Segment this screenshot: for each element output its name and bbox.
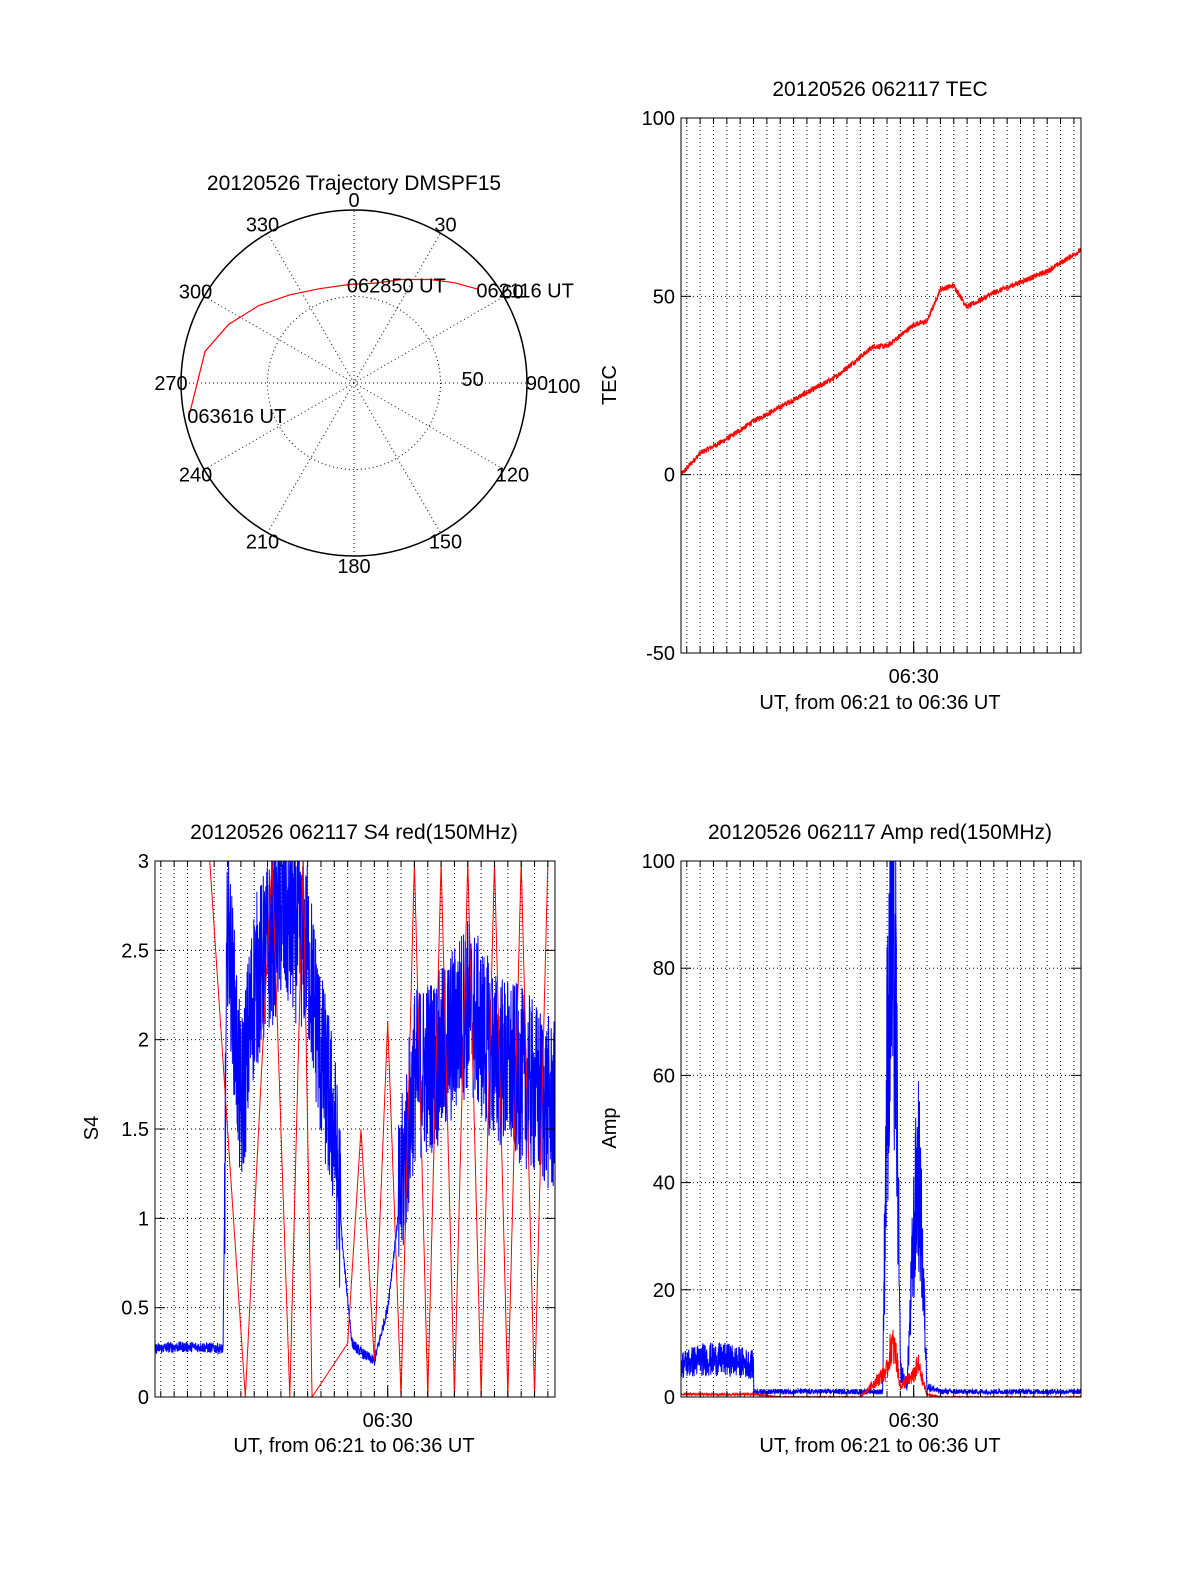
polar-spoke	[267, 232, 441, 534]
y-tick-label: 20	[653, 1280, 675, 1302]
polar-azimuth-label: 0	[348, 190, 359, 212]
s4-xlabel: UT, from 06:21 to 06:36 UT	[233, 1435, 474, 1457]
y-tick-label: 80	[653, 958, 675, 980]
polar-trajectory-plot: 20120526 Trajectory DMSPF15 0 30 60 90 120 15…	[154, 172, 580, 578]
polar-azimuth-label: 270	[154, 373, 187, 395]
y-tick-label: 1	[138, 1208, 149, 1230]
tec-title: 20120526 062117 TEC	[772, 78, 987, 101]
amp-plot: 20120526 062117 Amp red(150MHz) Amp UT, …	[599, 821, 1082, 1457]
y-tick-label: 60	[653, 1065, 675, 1087]
y-tick-label: 100	[642, 851, 675, 873]
y-tick-label: 2.5	[121, 940, 149, 962]
series-line	[680, 860, 1082, 1397]
polar-azimuth-label: 150	[429, 531, 462, 553]
grid-lines	[681, 118, 1081, 653]
y-tick-label: 1.5	[121, 1119, 149, 1141]
x-tick-label: 06:30	[363, 1410, 413, 1432]
trajectory-path	[188, 278, 479, 416]
x-ticks: 06:30	[686, 118, 1075, 688]
polar-radial-labels: 50 100	[462, 369, 581, 398]
y-tick-label: 40	[653, 1173, 675, 1195]
plot-frame	[680, 117, 1082, 654]
trajectory-time-label: 062850 UT	[347, 276, 446, 298]
x-tick-label: 06:30	[889, 1410, 939, 1432]
series-group	[154, 860, 556, 1399]
y-tick-label: 3	[138, 851, 149, 873]
polar-radial-label: 50	[462, 369, 484, 391]
series-group	[680, 247, 1082, 476]
y-tick-labels: 0 0.5 1 1.5 2 2.5 3	[121, 851, 555, 1409]
series-line	[196, 860, 549, 1399]
polar-azimuth-label: 240	[179, 465, 212, 487]
polar-azimuth-label: 30	[434, 215, 456, 237]
y-tick-label: 50	[653, 286, 675, 308]
polar-azimuth-label: 330	[246, 215, 279, 237]
series-line	[680, 247, 1082, 476]
y-tick-label: 0	[664, 465, 675, 487]
polar-azimuth-label: 120	[496, 465, 529, 487]
polar-azimuth-label: 210	[246, 531, 279, 553]
x-ticks: 06:30	[160, 861, 549, 1432]
plot-frame	[680, 860, 1082, 1398]
amp-title: 20120526 062117 Amp red(150MHz)	[708, 821, 1052, 844]
s4-ylabel: S4	[81, 1116, 103, 1140]
series-line	[154, 860, 556, 1366]
y-tick-labels: 0 20 40 60 80 100	[642, 851, 1081, 1409]
polar-title: 20120526 Trajectory DMSPF15	[207, 172, 501, 195]
amp-ylabel: Amp	[599, 1107, 621, 1148]
polar-ring-50	[267, 296, 441, 470]
series-group	[680, 860, 1082, 1399]
s4-title: 20120526 062117 S4 red(150MHz)	[190, 821, 518, 844]
polar-radial-label: 100	[547, 376, 580, 398]
y-tick-label: -50	[646, 643, 675, 665]
polar-grid	[180, 209, 528, 557]
y-tick-label: 100	[642, 108, 675, 130]
polar-azimuth-labels: 0 30 60 90 120 150 180 210 240 270 300 330	[154, 190, 548, 578]
y-tick-label: 0	[138, 1387, 149, 1409]
trajectory-line	[188, 278, 479, 416]
y-tick-labels: -50 0 50 100	[642, 108, 1081, 665]
tec-ylabel: TEC	[599, 365, 621, 405]
y-tick-label: 0	[664, 1387, 675, 1409]
s4-plot: 20120526 062117 S4 red(150MHz) S4 UT, fr…	[81, 821, 556, 1457]
polar-azimuth-label: 300	[179, 282, 212, 304]
x-ticks: 06:30	[686, 861, 1075, 1432]
tec-plot: 20120526 062117 TEC TEC UT, from 06:21 t…	[599, 78, 1082, 714]
polar-azimuth-label: 60	[501, 282, 523, 304]
trajectory-time-label: 062116 UT	[476, 280, 573, 302]
grid-lines	[681, 861, 1081, 1397]
trajectory-annotations: 062116 UT 062850 UT 063616 UT	[187, 276, 574, 428]
amp-xlabel: UT, from 06:21 to 06:36 UT	[759, 1435, 1000, 1457]
polar-azimuth-label: 180	[337, 556, 370, 578]
polar-azimuth-label: 90	[526, 373, 548, 395]
tec-xlabel: UT, from 06:21 to 06:36 UT	[759, 692, 1000, 714]
x-tick-label: 06:30	[889, 666, 939, 688]
trajectory-time-label: 063616 UT	[187, 406, 286, 428]
y-tick-label: 0.5	[121, 1298, 149, 1320]
y-tick-label: 2	[138, 1030, 149, 1052]
